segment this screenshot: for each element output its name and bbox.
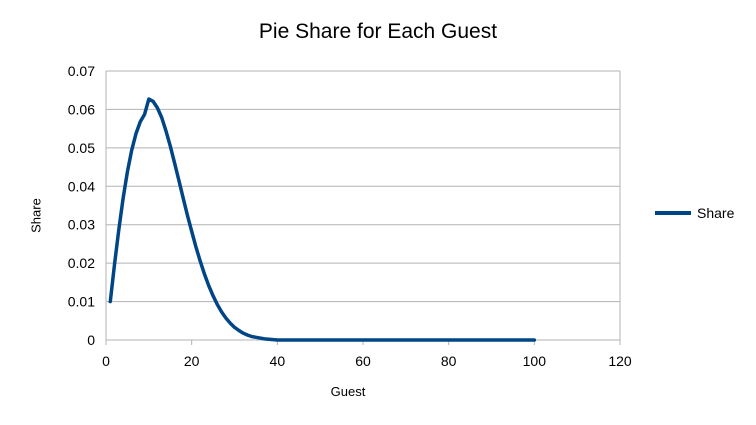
y-tick-label-3: 0.03	[68, 217, 95, 233]
y-tick-label-7: 0.07	[68, 63, 95, 79]
series-group	[108, 97, 537, 342]
x-tick-label-2: 40	[270, 353, 286, 369]
series-line-share	[108, 97, 537, 342]
x-tick-label-4: 80	[441, 353, 457, 369]
x-axis-label: Guest	[330, 384, 366, 399]
chart-title: Pie Share for Each Guest	[258, 20, 498, 43]
x-tick-label-5: 100	[523, 353, 547, 369]
x-tick-label-1: 20	[184, 353, 200, 369]
y-axis-ticks: 0 0.01 0.02 0.03 0.04 0.05 0.06 0.07	[68, 63, 95, 348]
y-tick-label-0: 0	[87, 332, 95, 348]
x-tick-label-0: 0	[102, 353, 110, 369]
legend-swatch	[655, 211, 691, 215]
legend-label-share: Share	[697, 205, 735, 221]
y-tick-label-2: 0.02	[68, 255, 95, 271]
x-tick-label-6: 120	[608, 353, 632, 369]
y-tick-label-5: 0.05	[68, 140, 95, 156]
legend: Share	[655, 203, 734, 223]
y-tick-label-1: 0.01	[68, 294, 95, 310]
y-tick-label-6: 0.06	[68, 101, 95, 117]
y-tick-label-4: 0.04	[68, 178, 95, 194]
y-axis-label: Share	[28, 198, 44, 233]
x-axis-ticks: 0 20 40 60 80 100 120	[102, 340, 632, 369]
x-tick-label-3: 60	[355, 353, 371, 369]
gridlines	[105, 70, 621, 341]
